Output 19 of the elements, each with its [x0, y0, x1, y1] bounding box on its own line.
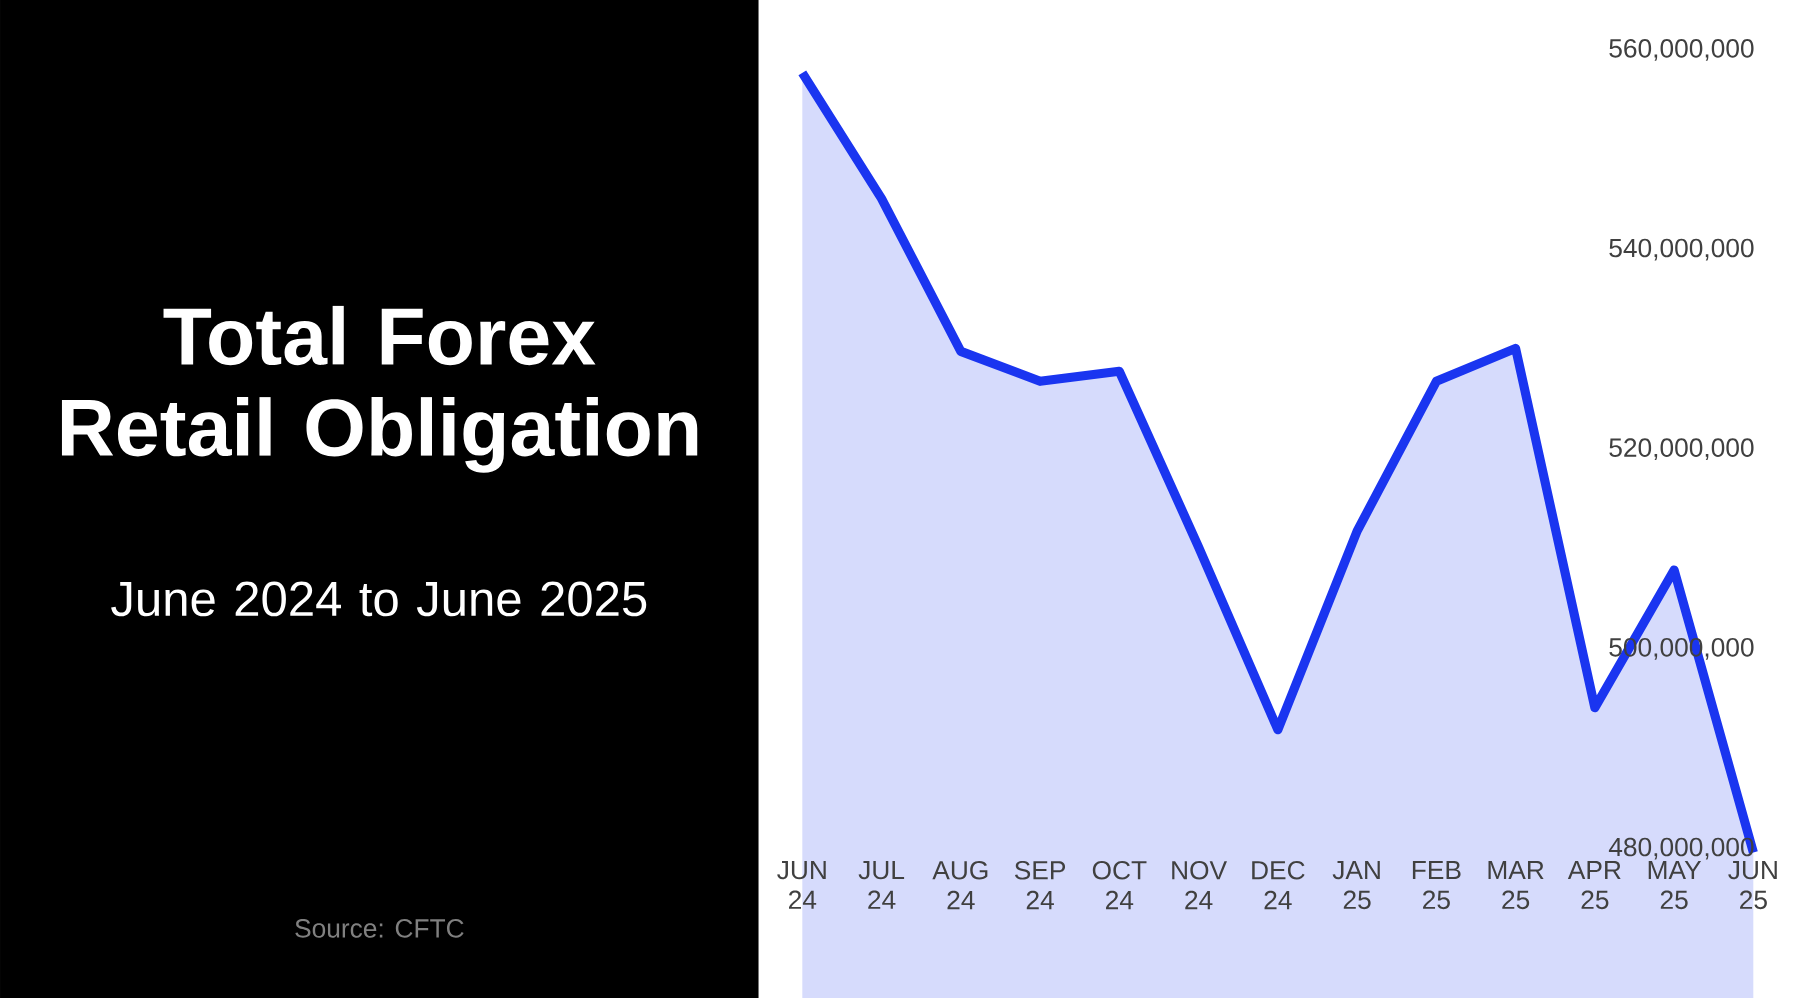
- x-tick-label: JAN 25: [1332, 860, 1380, 909]
- y-tick-label: 520,000,000: [1609, 438, 1754, 460]
- x-tick-label: MAR 25: [1488, 860, 1544, 909]
- x-tick-label: JUN 24: [777, 860, 826, 909]
- x-tick-label: JUL 24: [858, 860, 905, 909]
- x-tick-label: DEC 24: [1252, 860, 1305, 909]
- source-note: Source: CFTC: [295, 918, 464, 938]
- x-tick-label: FEB 25: [1412, 860, 1461, 909]
- x-tick-label: OCT 24: [1092, 860, 1147, 909]
- x-tick-label: JUN 25: [1728, 860, 1777, 909]
- x-tick-label: APR 25: [1567, 860, 1621, 909]
- y-tick-label: 540,000,000: [1609, 238, 1754, 261]
- text: Total Forex Retail Obligation: [61, 305, 698, 473]
- y-tick-label: 560,000,000: [1609, 38, 1754, 61]
- x-tick-label: NOV 24: [1172, 860, 1227, 909]
- x-tick-label: AUG 24: [932, 860, 988, 909]
- text: June 2024 to June 2025: [111, 581, 647, 617]
- x-tick-label: SEP 24: [1014, 860, 1066, 909]
- x-tick-label: MAY 25: [1648, 860, 1702, 909]
